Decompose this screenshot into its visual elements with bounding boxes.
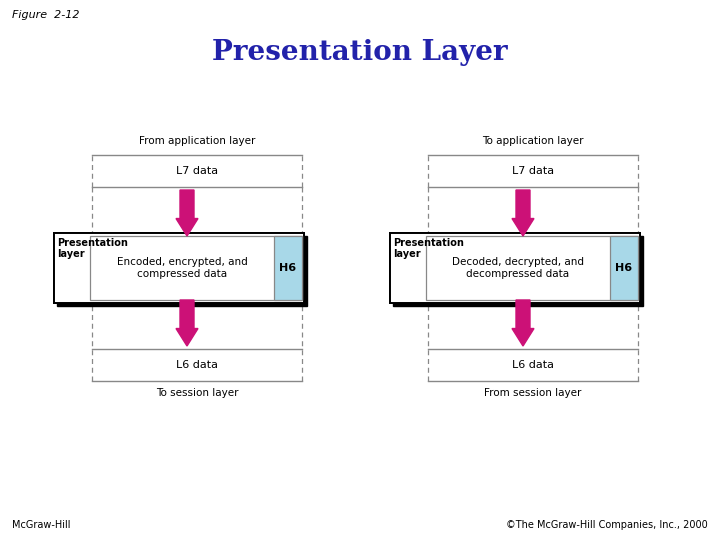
Text: Presentation: Presentation [393,238,464,248]
Text: H6: H6 [616,263,633,273]
Bar [57,236,307,306]
Text: To application layer: To application layer [482,136,584,146]
Text: L6 data: L6 data [176,360,218,370]
Text: L7 data: L7 data [176,166,218,176]
Bar [428,349,638,381]
Bar [393,236,643,306]
Text: Presentation Layer: Presentation Layer [212,38,508,65]
Bar [274,236,302,300]
Text: ©The McGraw-Hill Companies, Inc., 2000: ©The McGraw-Hill Companies, Inc., 2000 [506,520,708,530]
Text: Decoded, decrypted, and
decompressed data: Decoded, decrypted, and decompressed dat… [452,257,584,279]
FancyArrow shape [176,190,198,236]
Bar [428,155,638,187]
Bar [426,236,638,300]
Bar [92,349,302,381]
Bar [610,236,638,300]
Text: L7 data: L7 data [512,166,554,176]
Text: Presentation: Presentation [57,238,128,248]
Bar [54,233,304,303]
Text: To session layer: To session layer [156,388,238,398]
Text: layer: layer [57,249,85,259]
Text: Figure  2-12: Figure 2-12 [12,10,79,20]
Bar [92,155,302,187]
Bar [390,233,640,303]
FancyArrow shape [176,300,198,346]
Bar [390,233,640,303]
FancyArrow shape [512,190,534,236]
Text: From session layer: From session layer [485,388,582,398]
Bar [90,236,302,300]
Text: Encoded, encrypted, and
compressed data: Encoded, encrypted, and compressed data [117,257,248,279]
Text: From application layer: From application layer [139,136,255,146]
Text: McGraw-Hill: McGraw-Hill [12,520,71,530]
Text: L6 data: L6 data [512,360,554,370]
Text: H6: H6 [279,263,297,273]
Text: layer: layer [393,249,420,259]
FancyArrow shape [512,300,534,346]
Bar [54,233,304,303]
